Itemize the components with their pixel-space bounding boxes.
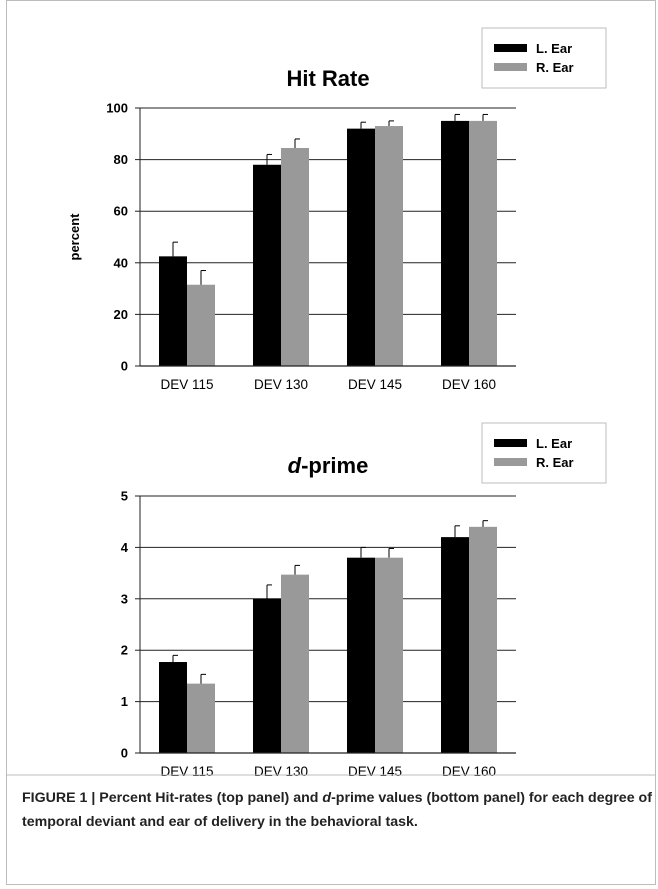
chart-title: Hit Rate [286, 66, 369, 91]
y-tick-label: 80 [114, 152, 128, 167]
bar-left-ear [253, 164, 281, 366]
legend-swatch [494, 44, 527, 52]
y-tick-label: 5 [121, 489, 128, 504]
bar-right-ear [375, 557, 403, 753]
y-tick-label: 100 [106, 101, 128, 116]
legend-label: L. Ear [536, 41, 572, 56]
bar-left-ear [347, 557, 375, 753]
x-tick-label: DEV 115 [160, 764, 213, 779]
bar-right-ear [187, 284, 215, 366]
bar-right-ear [469, 526, 497, 753]
y-tick-label: 20 [114, 307, 128, 322]
bar-left-ear [159, 662, 187, 753]
x-tick-label: DEV 160 [442, 764, 496, 779]
y-tick-label: 4 [121, 540, 129, 555]
x-tick-label: DEV 115 [160, 377, 213, 392]
bar-right-ear [281, 147, 309, 366]
bar-right-ear [469, 120, 497, 367]
bar-right-ear [187, 683, 215, 753]
x-tick-label: DEV 160 [442, 377, 496, 392]
chart-title-italic: d [288, 453, 302, 478]
bar-left-ear [159, 256, 187, 366]
x-tick-label: DEV 145 [348, 764, 402, 779]
bar-left-ear [441, 120, 469, 367]
legend-label: L. Ear [536, 436, 572, 451]
chart-panel-1: 0 20 40 60 80 100 percent DEV 115 DEV 130 DEV 145… [67, 27, 607, 392]
y-tick-label: 2 [121, 643, 128, 658]
figure-caption: FIGURE 1 | Percent Hit-rates (top panel)… [22, 786, 652, 834]
bar-right-ear [281, 574, 309, 753]
legend-label: R. Ear [536, 60, 574, 75]
chart-title-rest: -prime [301, 453, 368, 478]
y-tick-label: 0 [121, 746, 128, 761]
bar-left-ear [441, 537, 469, 753]
legend-swatch [494, 63, 527, 71]
chart-title: d-prime [288, 453, 369, 478]
legend-box [481, 422, 607, 484]
legend-label: R. Ear [536, 455, 574, 470]
caption-prefix: FIGURE 1 | Percent Hit-rates (top panel)… [22, 790, 323, 806]
caption-italic: d [322, 790, 332, 806]
legend-box [481, 27, 607, 89]
legend-swatch [494, 458, 527, 466]
x-tick-label: DEV 130 [254, 377, 308, 392]
y-tick-label: 3 [121, 591, 128, 606]
chart-panel-2: 0 1 2 3 4 5 DEV 115 DEV 130 DEV 145 DEV 160 d-prim… [121, 422, 607, 779]
caption-rest: -prime values (bottom panel) for each de… [22, 790, 652, 830]
x-tick-label: DEV 130 [254, 764, 308, 779]
y-axis-label: percent [67, 213, 82, 261]
x-tick-label: DEV 145 [348, 377, 402, 392]
y-tick-label: 1 [121, 694, 128, 709]
bar-left-ear [253, 598, 281, 753]
y-tick-label: 60 [114, 204, 128, 219]
legend-swatch [494, 439, 527, 447]
y-tick-label: 40 [114, 255, 128, 270]
bar-left-ear [347, 128, 375, 366]
bar-right-ear [375, 126, 403, 366]
y-tick-label: 0 [121, 359, 128, 374]
